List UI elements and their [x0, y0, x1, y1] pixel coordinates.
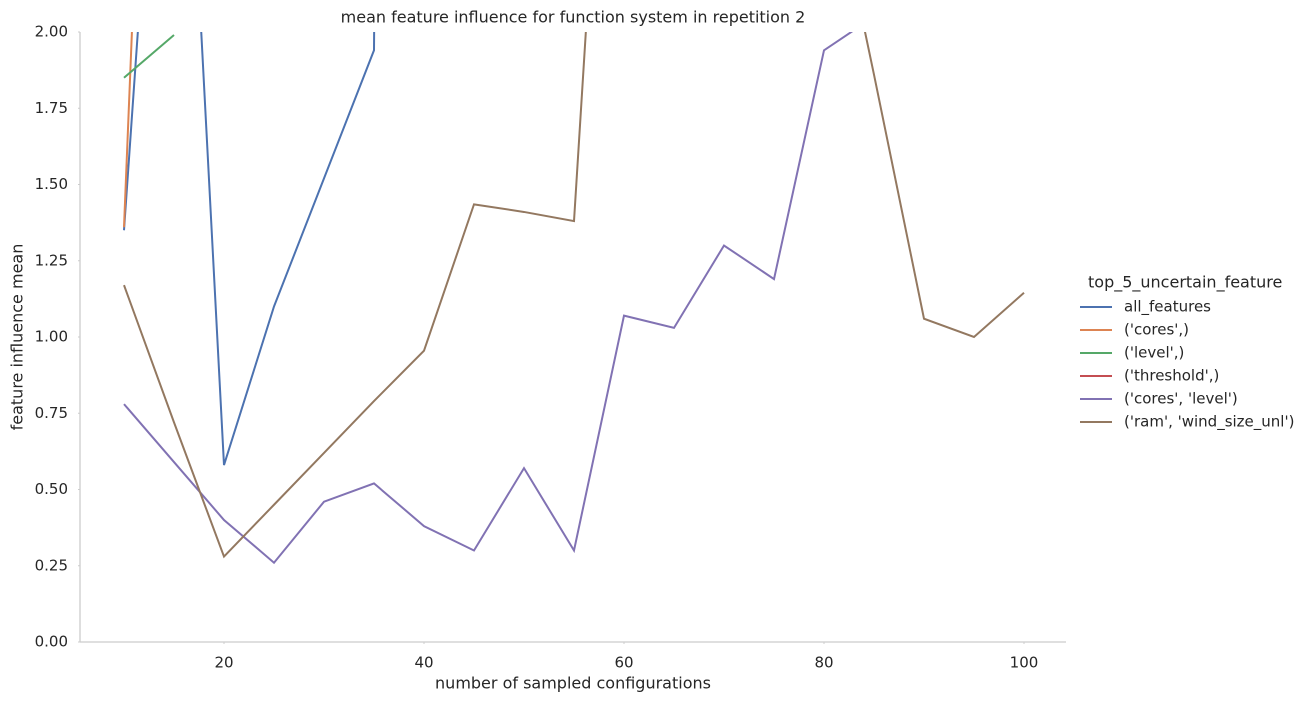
- plot-area: [123, 32, 1025, 565]
- chart-title: mean feature influence for function syst…: [341, 8, 806, 27]
- y-tick-label: 0.25: [35, 556, 68, 574]
- series-line: [123, 32, 376, 466]
- x-tick-label: 40: [414, 654, 433, 672]
- y-tick-label: 0.50: [35, 480, 68, 498]
- legend-label: all_features: [1124, 298, 1211, 317]
- y-tick-label: 1.50: [35, 175, 68, 193]
- y-tick-label: 0.00: [35, 633, 68, 651]
- y-tick-label: 1.00: [35, 328, 68, 346]
- series-line: [123, 34, 175, 79]
- x-axis-label: number of sampled configurations: [435, 674, 711, 693]
- legend-label: ('level',): [1124, 344, 1184, 362]
- series-line: [123, 32, 1025, 559]
- legend-label: ('threshold',): [1124, 367, 1219, 385]
- y-axis-label: feature influence mean: [8, 244, 27, 431]
- legend-label: ('cores', 'level'): [1124, 390, 1238, 408]
- legend-label: ('cores',): [1124, 321, 1189, 339]
- x-tick-label: 100: [1010, 654, 1039, 672]
- series-line: [123, 32, 854, 565]
- x-tick-label: 20: [214, 654, 233, 672]
- x-tick-label: 80: [814, 654, 833, 672]
- x-tick-label: 60: [614, 654, 633, 672]
- y-tick-label: 2.00: [35, 23, 68, 41]
- y-tick-label: 1.75: [35, 99, 68, 117]
- legend-label: ('ram', 'wind_size_unl'): [1124, 413, 1294, 432]
- y-tick-label: 0.75: [35, 404, 68, 422]
- legend-title: top_5_uncertain_feature: [1088, 273, 1282, 293]
- y-tick-label: 1.25: [35, 251, 68, 269]
